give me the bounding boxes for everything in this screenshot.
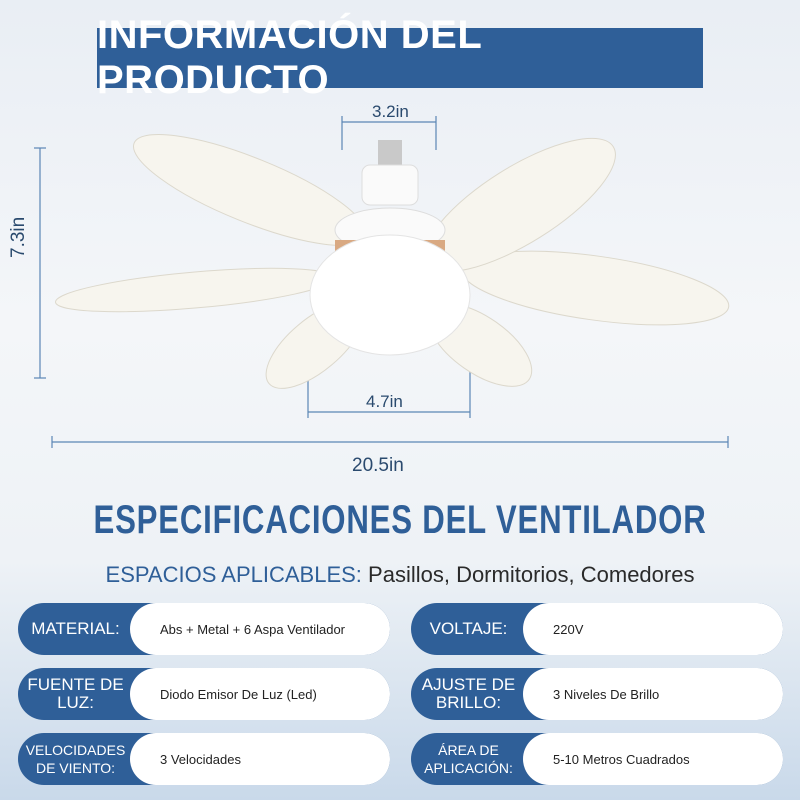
spec-label: AJUSTE DE BRILLO:	[421, 675, 516, 712]
spec-brightness: AJUSTE DE BRILLO: 3 Niveles De Brillo	[411, 668, 783, 720]
spec-area: ÁREA DE APLICACIÓN: 5-10 Metros Cuadrados	[411, 733, 783, 785]
spaces-label: ESPACIOS APLICABLES:	[105, 562, 362, 587]
spec-light-source: FUENTE DE LUZ: Diodo Emisor De Luz (Led)	[18, 668, 390, 720]
spec-value: Diodo Emisor De Luz (Led)	[130, 668, 390, 720]
spec-label: ÁREA DE APLICACIÓN:	[424, 742, 513, 776]
spec-value: 220V	[523, 603, 783, 655]
spec-label: VELOCIDADES DE VIENTO:	[25, 742, 126, 776]
spaces-value: Pasillos, Dormitorios, Comedores	[368, 562, 695, 587]
page-title: INFORMACIÓN DEL PRODUCTO	[97, 13, 703, 102]
applicable-spaces: ESPACIOS APLICABLES: Pasillos, Dormitori…	[0, 562, 800, 588]
spec-label: FUENTE DE LUZ:	[27, 675, 124, 712]
spec-wind-speeds: VELOCIDADES DE VIENTO: 3 Velocidades	[18, 733, 390, 785]
spec-value: 3 Niveles De Brillo	[523, 668, 783, 720]
height-label: 7.3in	[8, 216, 29, 258]
spec-label: VOLTAJE:	[429, 619, 508, 638]
spec-voltage: VOLTAJE: 220V	[411, 603, 783, 655]
bottom-width-label: 4.7in	[366, 392, 403, 411]
specs-heading: ESPECIFICACIONES DEL VENTILADOR	[93, 498, 707, 542]
total-width-label: 20.5in	[352, 455, 404, 476]
ceiling-fan-image	[34, 116, 730, 448]
spec-value: 5-10 Metros Cuadrados	[523, 733, 783, 785]
top-width-label: 3.2in	[372, 102, 409, 121]
spec-material: MATERIAL: Abs + Metal + 6 Aspa Ventilador	[18, 603, 390, 655]
spec-value: Abs + Metal + 6 Aspa Ventilador	[130, 603, 390, 655]
spec-value: 3 Velocidades	[130, 733, 390, 785]
spec-label: MATERIAL:	[31, 619, 120, 638]
